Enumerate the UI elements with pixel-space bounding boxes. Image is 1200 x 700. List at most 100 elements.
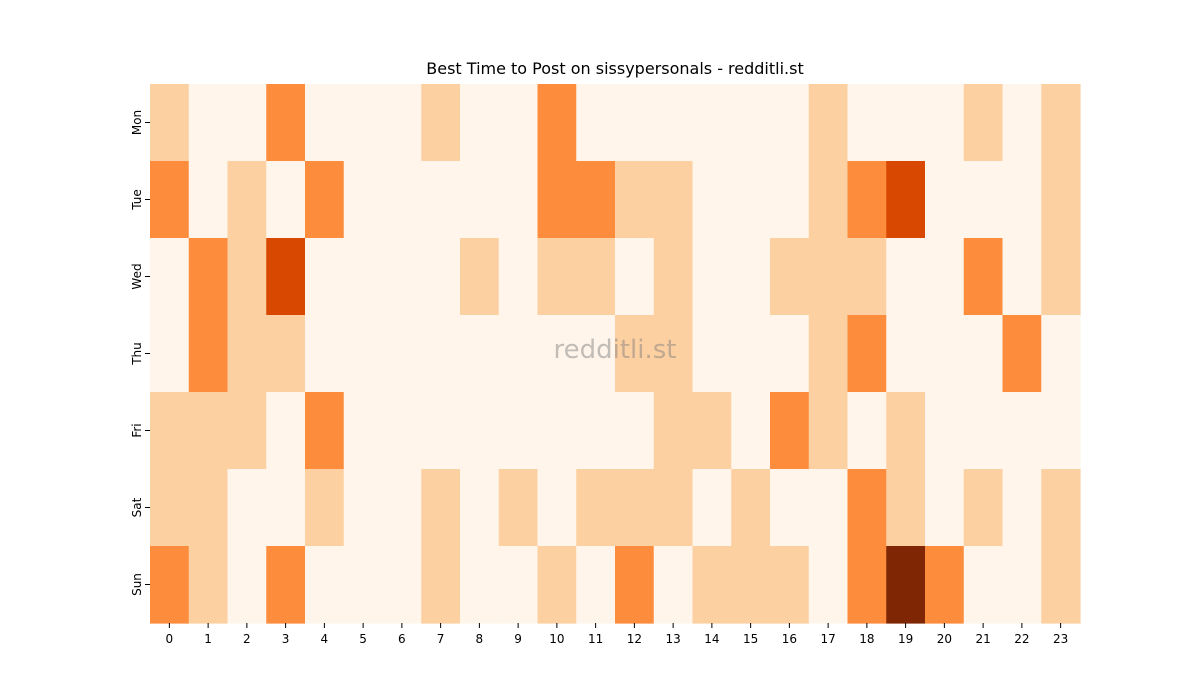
heatmap-cell-mon-22 — [1002, 84, 1042, 162]
heatmap-cell-thu-8 — [460, 315, 500, 393]
heatmap-cell-tue-7 — [421, 161, 461, 239]
heatmap-cell-wed-7 — [421, 238, 461, 316]
heatmap-cell-tue-19 — [886, 161, 926, 239]
heatmap-cell-sat-9 — [498, 469, 539, 547]
heatmap-cell-thu-21 — [963, 315, 1004, 393]
y-tick-label-mon: Mon — [130, 110, 144, 135]
heatmap-cell-fri-3 — [266, 392, 306, 470]
x-tick-label-21: 21 — [975, 632, 990, 646]
y-tick-label-sun: Sun — [130, 573, 144, 596]
heatmap-cell-fri-5 — [343, 392, 384, 470]
heatmap-cell-sun-17 — [808, 546, 849, 624]
heatmap-cell-sun-21 — [963, 546, 1004, 624]
heatmap-cell-sat-19 — [886, 469, 926, 547]
heatmap-cell-fri-20 — [925, 392, 965, 470]
heatmap-cell-mon-23 — [1041, 84, 1081, 162]
x-tick-label-13: 13 — [665, 632, 680, 646]
heatmap-cell-tue-21 — [963, 161, 1004, 239]
heatmap-cell-mon-8 — [460, 84, 500, 162]
heatmap-cell-mon-2 — [227, 84, 267, 162]
heatmap-cell-wed-0 — [150, 238, 190, 316]
heatmap-cell-fri-23 — [1041, 392, 1081, 470]
x-tick-label-22: 22 — [1014, 632, 1029, 646]
heatmap-cell-mon-17 — [808, 84, 849, 162]
x-tick-label-17: 17 — [820, 632, 835, 646]
heatmap-cell-fri-19 — [886, 392, 926, 470]
heatmap-cell-thu-20 — [925, 315, 965, 393]
heatmap-cell-fri-6 — [382, 392, 422, 470]
heatmap-cell-sat-11 — [576, 469, 616, 547]
heatmap-cell-mon-11 — [576, 84, 616, 162]
heatmap-cell-sun-15 — [731, 546, 771, 624]
x-tick-label-19: 19 — [898, 632, 913, 646]
heatmap-cell-mon-3 — [266, 84, 306, 162]
heatmap-cell-fri-12 — [615, 392, 655, 470]
heatmap-cell-fri-11 — [576, 392, 616, 470]
x-tick-label-5: 5 — [359, 632, 367, 646]
heatmap-cell-sun-19 — [886, 546, 926, 624]
heatmap-cell-fri-8 — [460, 392, 500, 470]
heatmap-cell-thu-5 — [343, 315, 384, 393]
heatmap-cell-thu-11 — [576, 315, 616, 393]
heatmap-cell-sat-22 — [1002, 469, 1042, 547]
heatmap-cell-sun-22 — [1002, 546, 1042, 624]
heatmap-cell-fri-10 — [537, 392, 577, 470]
heatmap-cell-fri-1 — [188, 392, 229, 470]
x-tick-label-16: 16 — [782, 632, 797, 646]
heatmap-cell-tue-14 — [692, 161, 732, 239]
heatmap-cell-mon-20 — [925, 84, 965, 162]
heatmap-cell-sun-9 — [498, 546, 539, 624]
heatmap-cell-tue-10 — [537, 161, 577, 239]
heatmap-cell-sun-5 — [343, 546, 384, 624]
heatmap-cell-wed-21 — [963, 238, 1004, 316]
heatmap-cell-thu-18 — [847, 315, 887, 393]
chart-title: Best Time to Post on sissypersonals - re… — [426, 59, 804, 78]
heatmap-cell-wed-4 — [305, 238, 345, 316]
x-tick-label-14: 14 — [704, 632, 719, 646]
heatmap-cell-tue-8 — [460, 161, 500, 239]
heatmap-cell-thu-15 — [731, 315, 771, 393]
heatmap-cell-wed-13 — [653, 238, 694, 316]
heatmap-cell-wed-18 — [847, 238, 887, 316]
heatmap-cell-thu-22 — [1002, 315, 1042, 393]
heatmap-cell-thu-9 — [498, 315, 539, 393]
y-tick-label-thu: Thu — [130, 342, 144, 366]
heatmap-cell-tue-0 — [150, 161, 190, 239]
y-tick-label-tue: Tue — [130, 189, 144, 211]
heatmap-cell-thu-13 — [653, 315, 694, 393]
heatmap-cell-tue-4 — [305, 161, 345, 239]
heatmap-cell-sat-17 — [808, 469, 849, 547]
heatmap-cell-tue-15 — [731, 161, 771, 239]
heatmap-cell-sun-12 — [615, 546, 655, 624]
heatmap-cell-thu-4 — [305, 315, 345, 393]
heatmap-cell-sat-14 — [692, 469, 732, 547]
heatmap-cell-mon-0 — [150, 84, 190, 162]
heatmap-cell-wed-15 — [731, 238, 771, 316]
heatmap-cell-tue-16 — [770, 161, 810, 239]
heatmap-cell-sun-2 — [227, 546, 267, 624]
heatmap-cell-mon-15 — [731, 84, 771, 162]
heatmap-cell-sat-4 — [305, 469, 345, 547]
x-tick-label-3: 3 — [282, 632, 290, 646]
y-tick-label-sat: Sat — [130, 497, 144, 517]
heatmap-cell-tue-22 — [1002, 161, 1042, 239]
heatmap-cell-sat-18 — [847, 469, 887, 547]
heatmap-cell-thu-16 — [770, 315, 810, 393]
heatmap-cell-mon-21 — [963, 84, 1004, 162]
heatmap-cell-sun-10 — [537, 546, 577, 624]
heatmap-cell-thu-23 — [1041, 315, 1081, 393]
heatmap-cell-fri-22 — [1002, 392, 1042, 470]
heatmap-cell-wed-20 — [925, 238, 965, 316]
heatmap-cell-sat-3 — [266, 469, 306, 547]
heatmap-cell-sun-16 — [770, 546, 810, 624]
x-tick-label-11: 11 — [588, 632, 603, 646]
heatmap-cell-fri-7 — [421, 392, 461, 470]
heatmap-cell-sat-7 — [421, 469, 461, 547]
heatmap-cell-mon-5 — [343, 84, 384, 162]
heatmap-cell-sat-10 — [537, 469, 577, 547]
heatmap-cell-mon-12 — [615, 84, 655, 162]
heatmap-cell-sun-1 — [188, 546, 229, 624]
heatmap-cell-tue-20 — [925, 161, 965, 239]
heatmap-cell-thu-12 — [615, 315, 655, 393]
